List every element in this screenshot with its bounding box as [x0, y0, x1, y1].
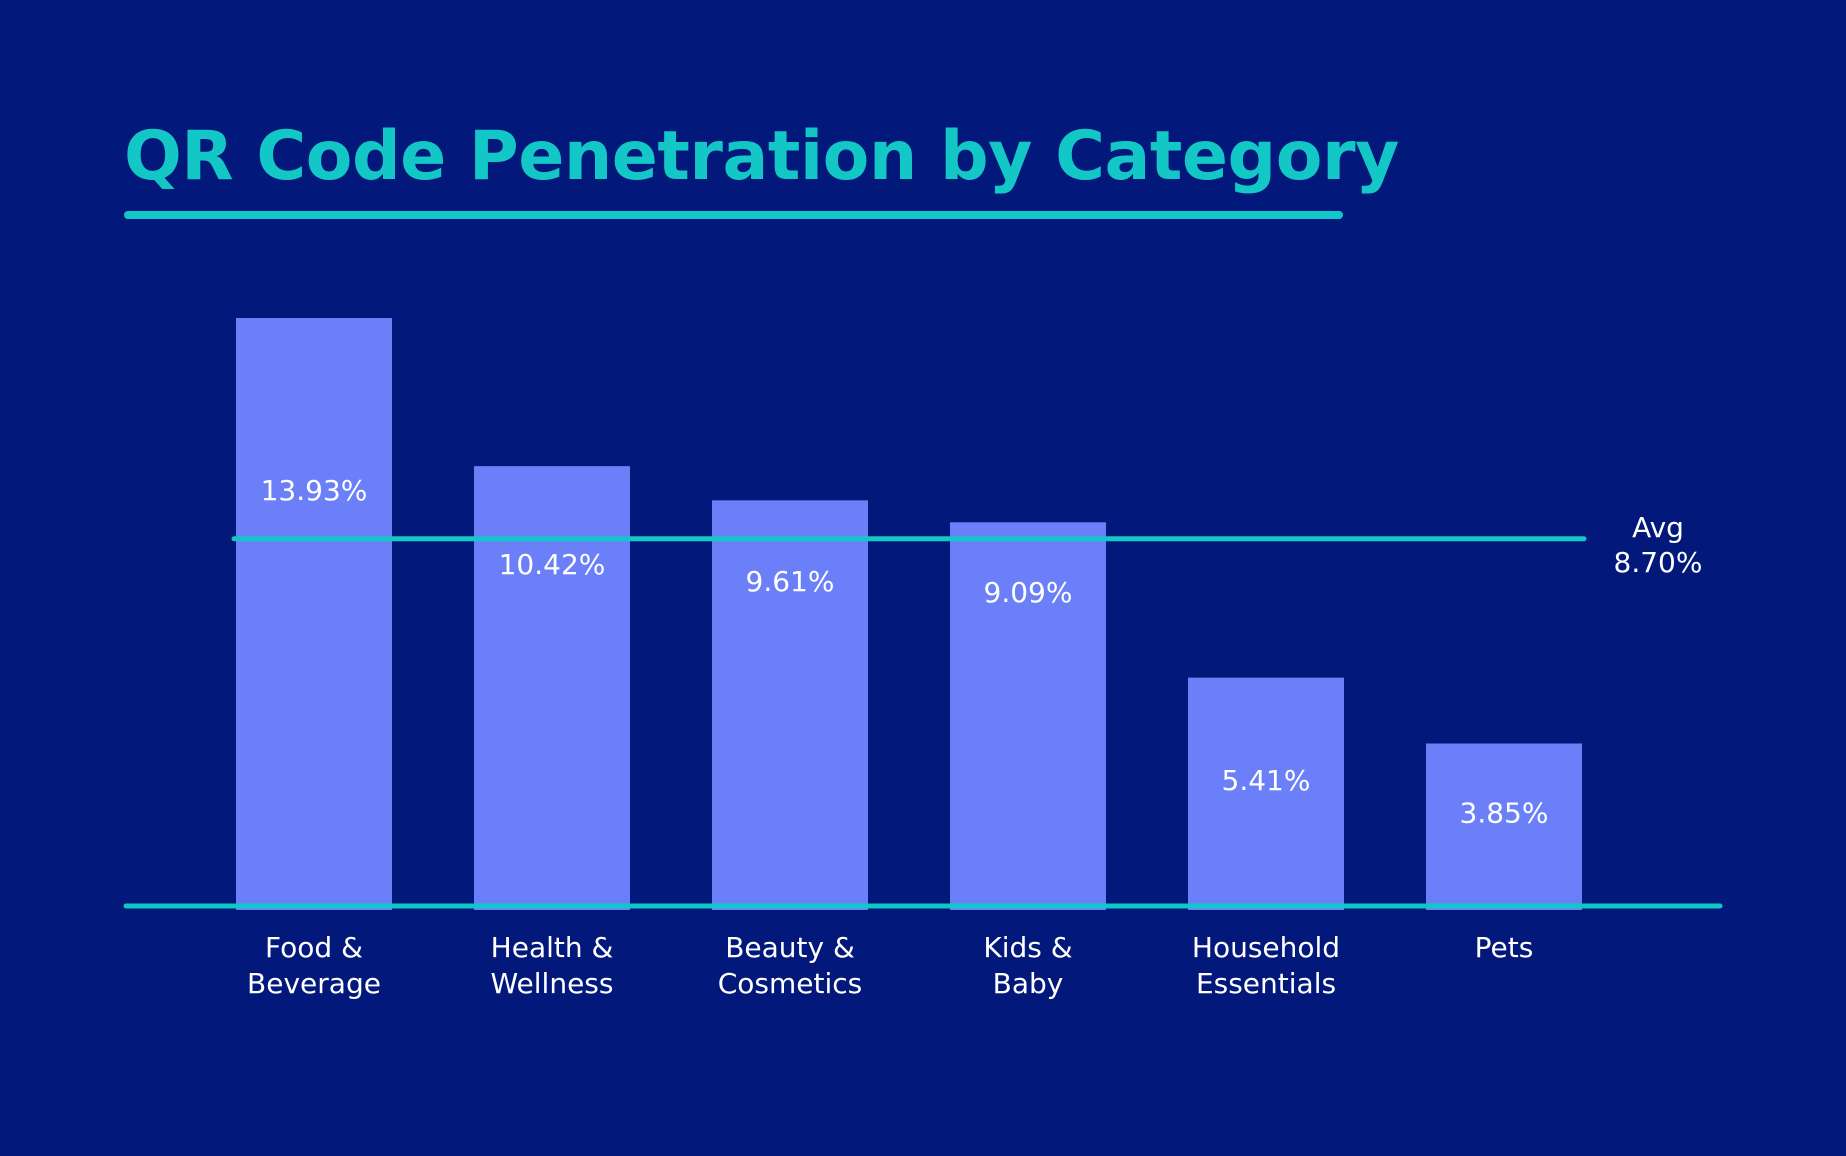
category-label-4: Household Essentials: [1192, 931, 1340, 1000]
category-label-5: Pets: [1475, 931, 1534, 964]
bar-3: [950, 522, 1106, 910]
chart-title: QR Code Penetration by Category: [124, 117, 1399, 196]
bar-5: [1426, 743, 1582, 910]
average-label: Avg 8.70%: [1614, 511, 1703, 579]
title-underline: [124, 211, 1343, 219]
lines-layer: [123, 536, 1723, 909]
category-label-0: Food & Beverage: [247, 931, 381, 1000]
value-label-5: 3.85%: [1460, 797, 1549, 830]
value-label-1: 10.42%: [499, 548, 606, 581]
bars-layer: [236, 318, 1582, 910]
bar-4: [1188, 677, 1344, 910]
value-label-3: 9.09%: [984, 576, 1073, 609]
bar-1: [474, 466, 630, 910]
value-label-0: 13.93%: [261, 474, 368, 507]
labels-layer: 13.93% Food & Beverage 10.42% Health & Wellne…: [247, 474, 1702, 1000]
category-label-1: Health & Wellness: [491, 931, 614, 1000]
bar-2: [712, 500, 868, 910]
value-label-4: 5.41%: [1222, 764, 1311, 797]
category-label-3: Kids & Baby: [983, 931, 1072, 1000]
bar-0: [236, 318, 392, 910]
value-label-2: 9.61%: [746, 565, 835, 598]
category-label-2: Beauty & Cosmetics: [718, 931, 863, 1000]
